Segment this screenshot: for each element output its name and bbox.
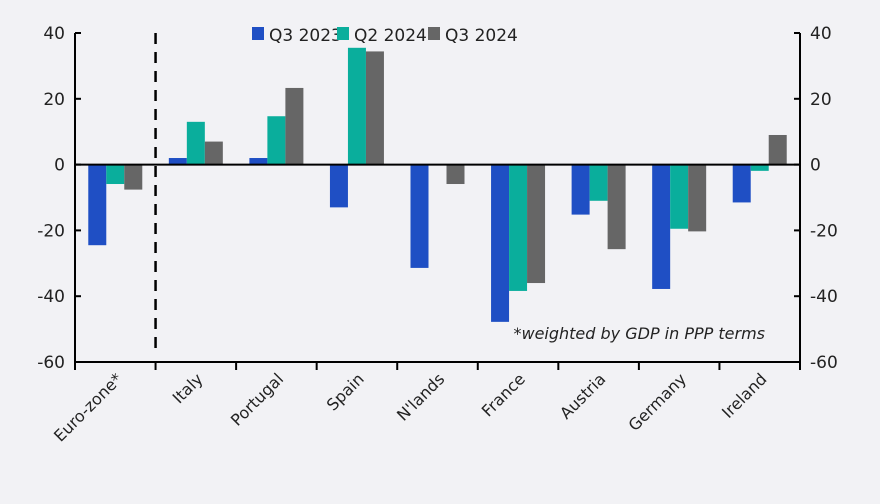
left-y-tick-label: 0 (54, 156, 65, 176)
bar-2-2 (285, 87, 304, 165)
x-tick-label: Ireland (718, 369, 771, 422)
footnote-annotation: *weighted by GDP in PPP terms (513, 324, 765, 343)
legend-label: Q3 2024 (445, 26, 518, 46)
bar-0-8 (732, 164, 751, 203)
bar-1-8 (750, 164, 769, 171)
bar-2-7 (688, 164, 707, 232)
bar-1-7 (670, 164, 689, 229)
bar-2-4 (446, 164, 465, 185)
legend-label: Q2 2024 (354, 26, 427, 46)
bar-1-0 (106, 164, 125, 185)
legend-swatch (337, 27, 349, 40)
right-y-tick-label: -40 (810, 287, 838, 307)
bar-0-2 (249, 158, 268, 165)
left-y-tick-label: 40 (43, 24, 65, 44)
legend-swatch (252, 27, 264, 40)
left-y-tick-label: -40 (37, 287, 65, 307)
legend-label: Q3 2023 (269, 26, 342, 46)
bar-2-0 (124, 164, 143, 190)
left-y-tick-label: -20 (37, 221, 65, 241)
bar-2-5 (527, 164, 546, 284)
x-tick-label: France (478, 369, 529, 420)
x-tick-label: Portugal (227, 369, 287, 429)
right-y-tick-label: -60 (810, 353, 838, 373)
x-tick-label: Germany (625, 369, 690, 434)
right-y-tick-label: -20 (810, 221, 838, 241)
bar-0-4 (410, 164, 429, 268)
bar-2-8 (768, 134, 787, 165)
right-y-tick-label: 0 (810, 156, 821, 176)
x-tick-label: N'lands (393, 369, 448, 424)
right-y-tick-label: 20 (810, 90, 832, 110)
bar-1-2 (267, 116, 286, 165)
x-tick-label: Austria (556, 369, 609, 422)
legend-swatch (428, 27, 440, 40)
x-tick-label: Euro-zone* (50, 369, 126, 445)
x-tick-label: Italy (169, 369, 207, 407)
right-y-tick-label: 40 (810, 24, 832, 44)
bar-2-3 (365, 51, 384, 165)
bar-1-1 (186, 121, 205, 165)
bar-1-5 (509, 164, 528, 291)
bar-0-3 (329, 164, 348, 208)
left-y-tick-label: 20 (43, 90, 65, 110)
bar-0-7 (652, 164, 671, 289)
bar-2-1 (204, 141, 223, 165)
left-y-tick-label: -60 (37, 353, 65, 373)
x-tick-label: Spain (323, 369, 368, 414)
bar-1-6 (589, 164, 608, 201)
bar-0-6 (571, 164, 590, 215)
bar-2-6 (607, 164, 626, 250)
bar-0-5 (491, 164, 510, 322)
bar-1-3 (347, 47, 366, 165)
bar-0-1 (168, 158, 187, 165)
bar-0-0 (88, 164, 107, 246)
